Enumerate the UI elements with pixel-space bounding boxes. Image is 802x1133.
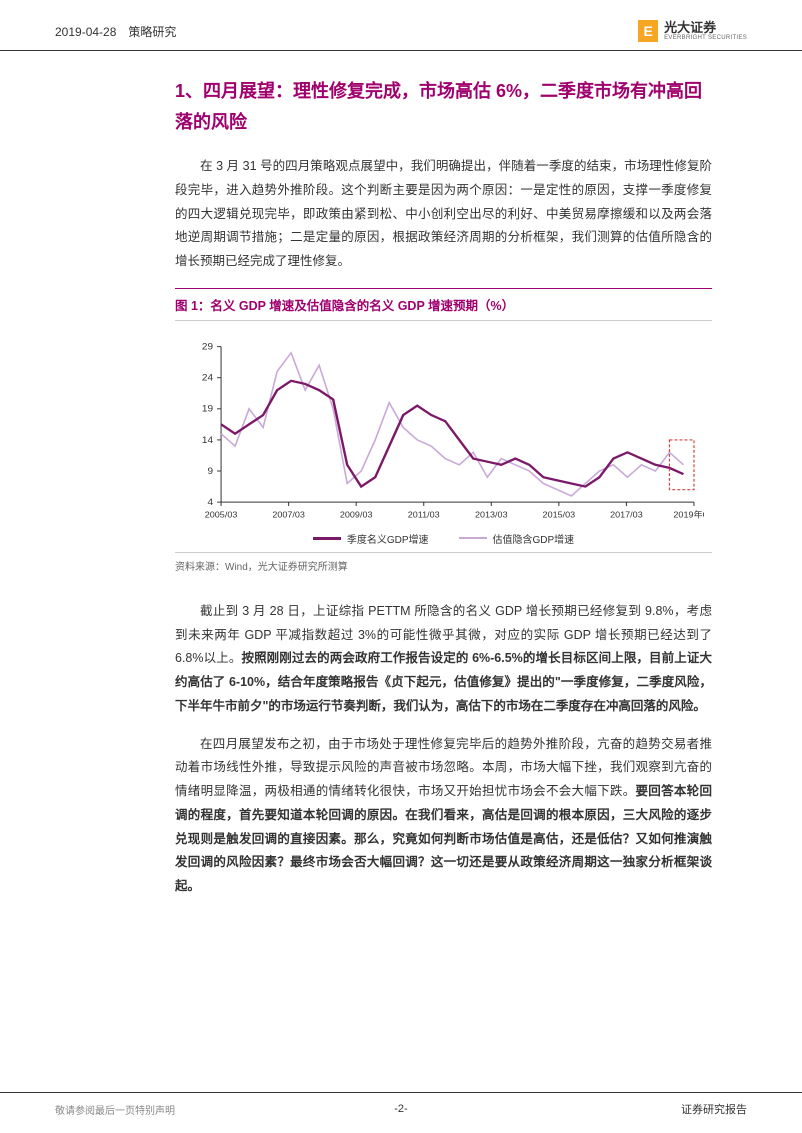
chart-title: 图 1：名义 GDP 增速及估值隐含的名义 GDP 增速预期（%） xyxy=(175,288,712,321)
chart-container: 4 9 14 19 24 29 2005/03 2007/03 2009/03 2011/03 20… xyxy=(175,325,712,535)
paragraph-1: 在 3 月 31 号的四月策略观点展望中，我们明确提出，伴随着一季度的结束，市场… xyxy=(175,155,712,274)
chart-source: 资料来源：Wind，光大证券研究所测算 xyxy=(175,552,712,578)
svg-text:2009/03: 2009/03 xyxy=(340,510,373,520)
svg-text:24: 24 xyxy=(202,373,214,384)
paragraph-2: 截止到 3 月 28 日，上证综指 PETTM 所隐含的名义 GDP 增长预期已… xyxy=(175,600,712,719)
svg-text:2019年Q1: 2019年Q1 xyxy=(673,509,704,520)
svg-text:4: 4 xyxy=(207,497,213,508)
footer-left: 敬请参阅最后一页特别声明 xyxy=(55,1102,175,1117)
svg-text:2015/03: 2015/03 xyxy=(543,510,576,520)
paragraph-3: 在四月展望发布之初，由于市场处于理性修复完毕后的趋势外推阶段，亢奋的趋势交易者推… xyxy=(175,733,712,899)
legend-swatch-1 xyxy=(313,537,341,540)
logo-text-block: 光大证券 EVERBRIGHT SECURITIES xyxy=(664,21,747,42)
footer-right: 证券研究报告 xyxy=(681,1101,747,1117)
svg-text:2013/03: 2013/03 xyxy=(475,510,508,520)
section-title: 1、四月展望：理性修复完成，市场高估 6%，二季度市场有冲高回落的风险 xyxy=(175,76,712,137)
logo-en: EVERBRIGHT SECURITIES xyxy=(664,35,747,42)
svg-text:2007/03: 2007/03 xyxy=(272,510,305,520)
para3-normal: 在四月展望发布之初，由于市场处于理性修复完毕后的趋势外推阶段，亢奋的趋势交易者推… xyxy=(175,737,712,799)
svg-text:2011/03: 2011/03 xyxy=(408,510,440,520)
page-footer: 敬请参阅最后一页特别声明 -2- 证券研究报告 xyxy=(0,1092,802,1117)
logo-icon xyxy=(638,20,658,42)
logo-cn: 光大证券 xyxy=(664,21,747,35)
svg-text:19: 19 xyxy=(202,404,213,415)
svg-text:2017/03: 2017/03 xyxy=(610,510,643,520)
header-logo: 光大证券 EVERBRIGHT SECURITIES xyxy=(638,20,747,42)
svg-text:9: 9 xyxy=(207,466,213,477)
svg-text:29: 29 xyxy=(202,342,213,353)
svg-text:14: 14 xyxy=(202,435,214,446)
legend-swatch-2 xyxy=(459,537,487,539)
header-date-category: 2019-04-28 策略研究 xyxy=(55,23,176,40)
para3-bold: 要回答本轮回调的程度，首先要知道本轮回调的原因。在我们看来，高估是回调的根本原因… xyxy=(175,784,712,893)
line-chart: 4 9 14 19 24 29 2005/03 2007/03 2009/03 2011/03 20… xyxy=(183,337,704,529)
footer-page: -2- xyxy=(394,1103,407,1115)
para2-bold: 按照刚刚过去的两会政府工作报告设定的 6%-6.5%的增长目标区间上限，目前上证… xyxy=(175,651,712,713)
svg-text:2005/03: 2005/03 xyxy=(205,510,238,520)
page-header: 2019-04-28 策略研究 光大证券 EVERBRIGHT SECURITI… xyxy=(0,0,802,51)
content-area: 1、四月展望：理性修复完成，市场高估 6%，二季度市场有冲高回落的风险 在 3 … xyxy=(0,76,802,899)
